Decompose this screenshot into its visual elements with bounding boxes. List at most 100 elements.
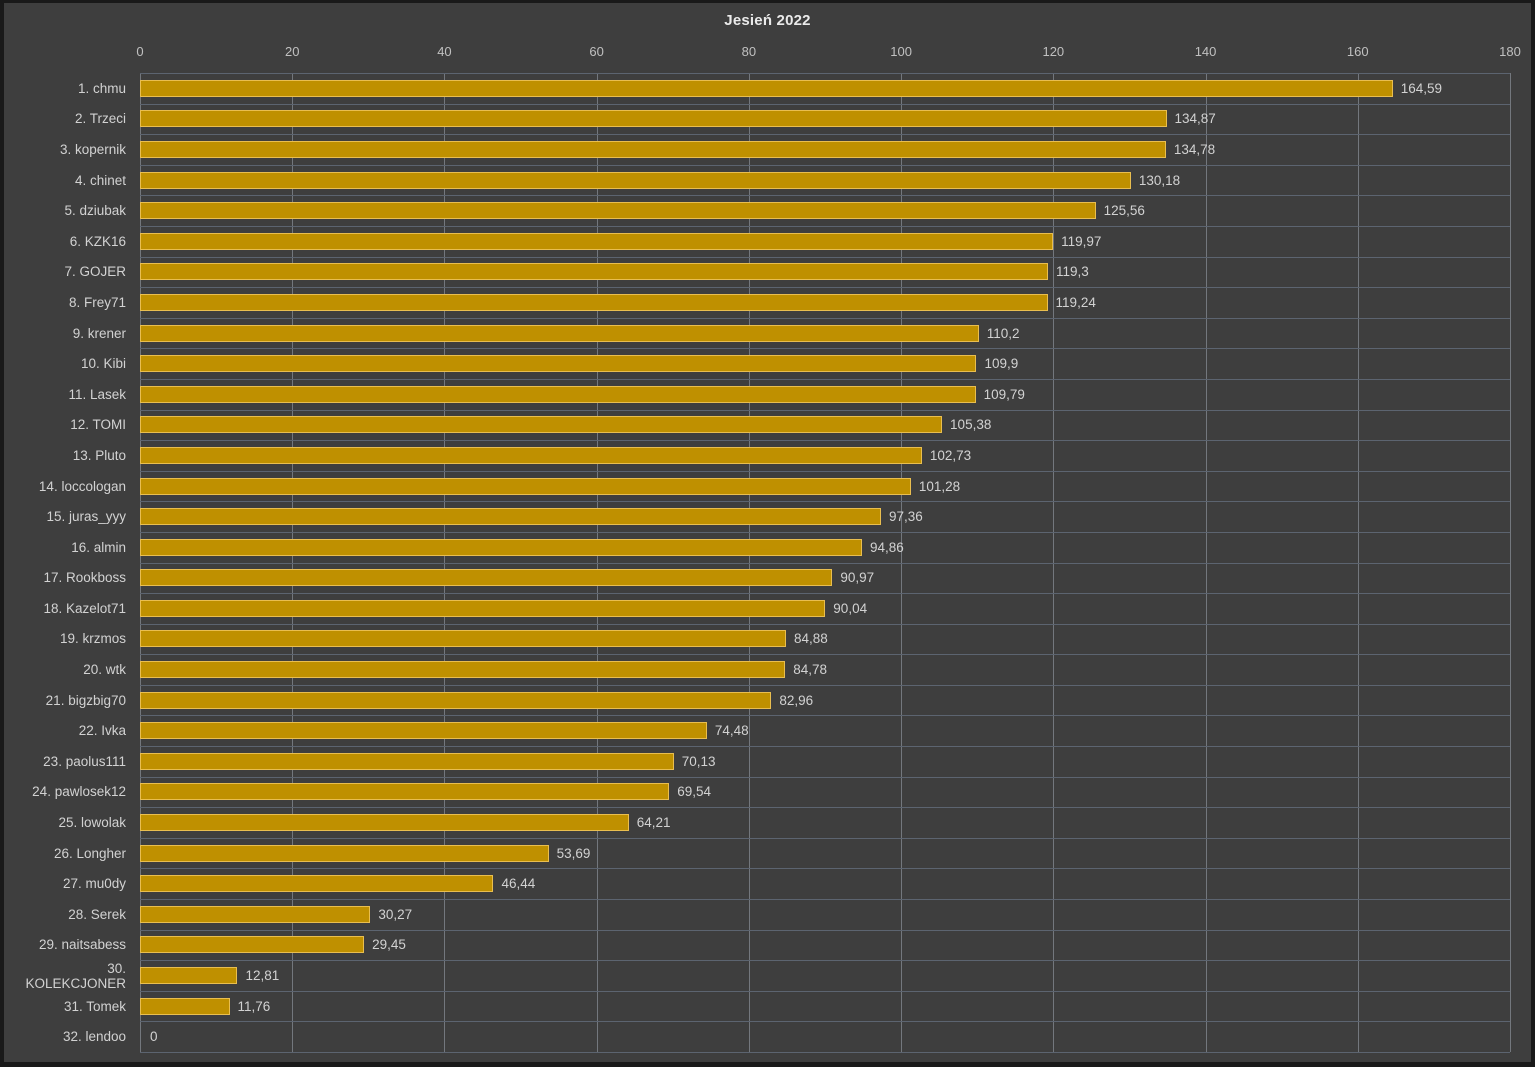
bar-row: 25. lowolak 64,21: [4, 807, 1531, 838]
category-label: 30. KOLEKCJONER: [25, 960, 126, 991]
value-label: 90,97: [840, 570, 875, 586]
bar: [140, 385, 976, 403]
category-label: 18. Kazelot71: [43, 600, 126, 616]
x-axis-tick-label: 100: [890, 44, 912, 59]
category-label: 11. Lasek: [68, 386, 126, 402]
x-axis-tick-label: 80: [741, 44, 757, 59]
value-label: 109,79: [983, 386, 1025, 402]
bar: [140, 569, 833, 587]
value-label: 119,24: [1055, 294, 1096, 310]
value-label: 97,36: [889, 509, 923, 525]
bar-row: 23. paolus111 70,13: [4, 746, 1531, 777]
horizontal-gridline: [140, 134, 1510, 135]
horizontal-gridline: [140, 654, 1510, 655]
category-label: 12. TOMI: [70, 417, 126, 433]
bar: [140, 508, 882, 526]
horizontal-gridline: [140, 379, 1510, 380]
value-label: 94,86: [869, 539, 904, 555]
horizontal-gridline: [140, 104, 1510, 105]
category-label: 27. mu0dy: [62, 876, 126, 892]
horizontal-gridline: [140, 73, 1510, 74]
bar-row: 28. Serek 30,27: [4, 899, 1531, 930]
category-label: 6. KZK16: [69, 233, 126, 249]
bar: [140, 110, 1167, 128]
bar-row: 1. chmu 164,59: [4, 73, 1531, 104]
bar: [140, 538, 862, 556]
value-label: 70,13: [681, 753, 716, 769]
bar-row: 2. Trzeci 134,87: [4, 104, 1531, 135]
horizontal-gridline: [140, 960, 1510, 961]
category-label: 19. krzmos: [59, 631, 126, 647]
category-label: 25. lowolak: [58, 815, 126, 831]
value-label: 29,45: [372, 937, 406, 953]
horizontal-gridline: [140, 410, 1510, 411]
bar-row: 18. Kazelot71 90,04: [4, 593, 1531, 624]
bar: [140, 844, 549, 862]
bar-row: 27. mu0dy 46,44: [4, 868, 1531, 899]
bar: [140, 416, 943, 434]
bar: [140, 202, 1096, 220]
bar-row: 3. kopernik 134,78: [4, 134, 1531, 165]
value-label: 30,27: [378, 906, 413, 922]
bar: [140, 171, 1131, 189]
horizontal-gridline: [140, 868, 1510, 869]
bar-row: 31. Tomek 11,76: [4, 991, 1531, 1022]
bar-row: 14. loccologan 101,28: [4, 471, 1531, 502]
value-label: 109,9: [984, 356, 1019, 372]
bar: [140, 783, 670, 801]
bar: [140, 752, 674, 770]
bar-row: 24. pawlosek12 69,54: [4, 777, 1531, 808]
bar: [140, 446, 922, 464]
horizontal-gridline: [140, 1021, 1510, 1022]
bar: [140, 477, 911, 495]
value-label: 110,2: [986, 325, 1020, 341]
bar: [140, 997, 230, 1015]
horizontal-gridline: [140, 1052, 1510, 1053]
value-label: 134,87: [1174, 111, 1216, 127]
value-label: 64,21: [636, 815, 671, 831]
bar: [140, 691, 772, 709]
value-label: 84,88: [794, 631, 828, 647]
x-axis-tick-label: 160: [1346, 44, 1369, 59]
horizontal-gridline: [140, 807, 1510, 808]
bar: [140, 905, 371, 923]
horizontal-gridline: [140, 715, 1510, 716]
category-label: 3. kopernik: [59, 141, 126, 157]
value-label: 125,56: [1103, 203, 1145, 219]
bar: [140, 722, 707, 740]
bar-row: 10. Kibi 109,9: [4, 348, 1531, 379]
value-label: 102,73: [929, 447, 972, 463]
category-label: 17. Rookboss: [43, 570, 126, 586]
category-label: 15. juras_yyy: [46, 509, 126, 525]
bar: [140, 232, 1054, 250]
category-label: 28. Serek: [68, 906, 126, 922]
horizontal-gridline: [140, 899, 1510, 900]
horizontal-gridline: [140, 348, 1510, 349]
bar-row: 29. naitsabess 29,45: [4, 930, 1531, 961]
bar: [140, 936, 365, 954]
category-label: 14. loccologan: [38, 478, 126, 494]
horizontal-gridline: [140, 991, 1510, 992]
horizontal-gridline: [140, 532, 1510, 533]
bar-row: 9. krener 110,2: [4, 318, 1531, 349]
horizontal-gridline: [140, 287, 1510, 288]
horizontal-gridline: [140, 501, 1510, 502]
bar-row: 21. bigzbig70 82,96: [4, 685, 1531, 716]
category-label: 22. Ivka: [78, 723, 126, 739]
category-label: 20. wtk: [83, 662, 126, 678]
horizontal-gridline: [140, 777, 1510, 778]
vertical-gridline: [444, 73, 445, 1052]
category-label: 4. chinet: [74, 172, 126, 188]
bar: [140, 661, 786, 679]
value-label: 90,04: [833, 600, 868, 616]
bar: [140, 355, 977, 373]
bar: [140, 599, 826, 617]
vertical-gridline: [1206, 73, 1207, 1052]
value-label: 101,28: [918, 478, 961, 494]
horizontal-gridline: [140, 593, 1510, 594]
bar-row: 22. Ivka 74,48: [4, 715, 1531, 746]
value-label: 74,48: [714, 723, 749, 739]
bar-row: 6. KZK16 119,97: [4, 226, 1531, 257]
category-label: 16. almin: [71, 539, 126, 555]
bar: [140, 630, 787, 648]
